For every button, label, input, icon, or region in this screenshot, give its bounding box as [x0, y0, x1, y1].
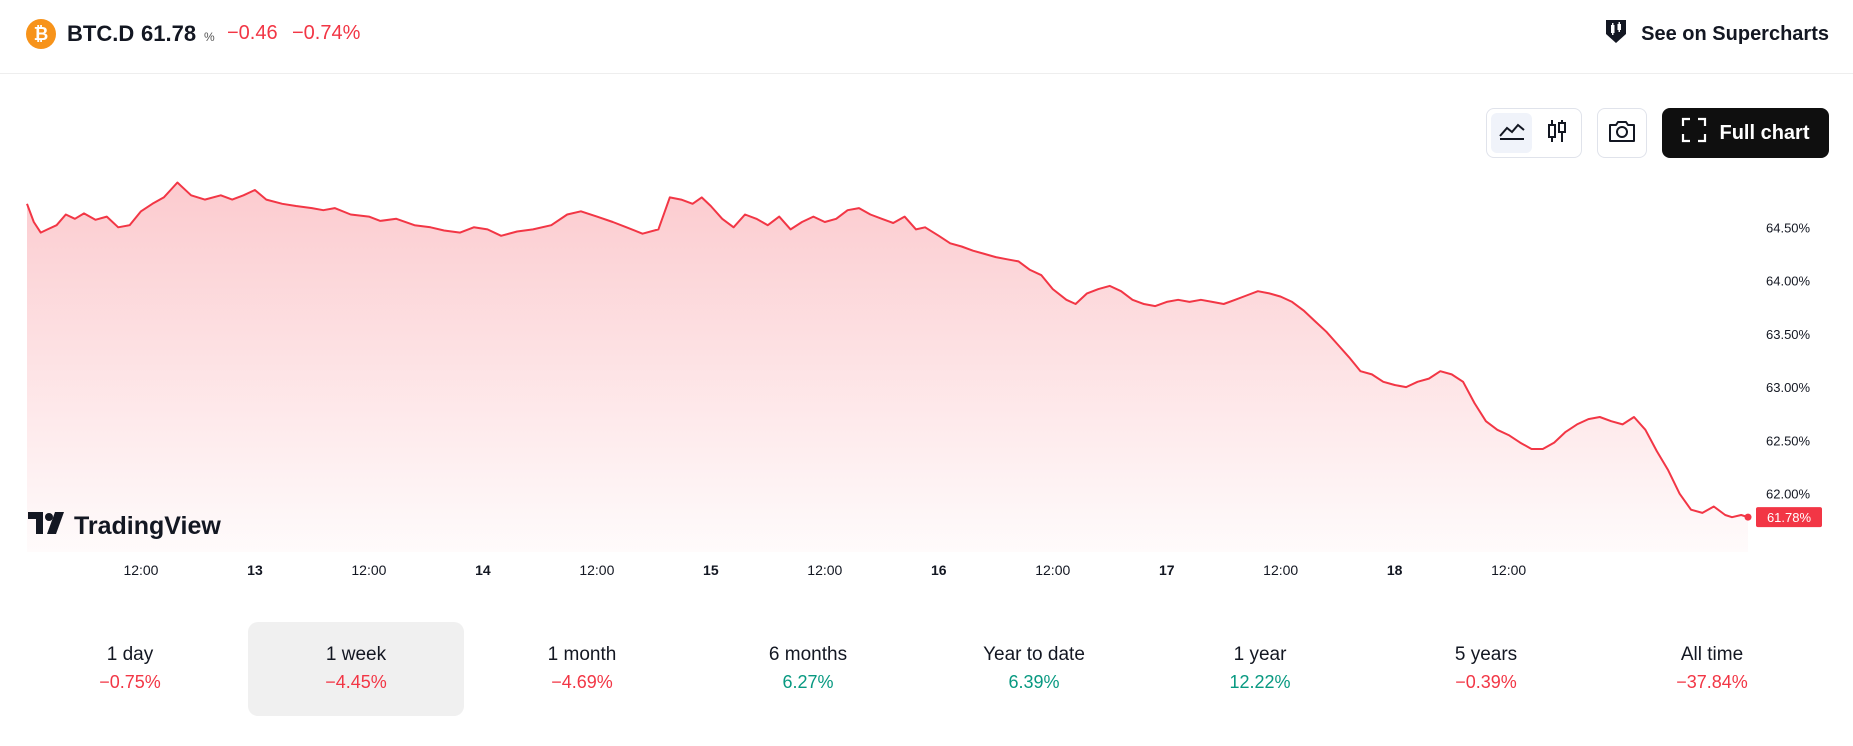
period-change: −4.69%	[551, 672, 613, 692]
symbol-change: −0.46	[227, 22, 278, 44]
period-change: 12.22%	[1229, 672, 1291, 692]
x-tick-label: 12:00	[1263, 562, 1298, 578]
tradingview-logo: TradingView	[28, 512, 221, 541]
last-price-badge	[1756, 507, 1822, 528]
full-chart-button[interactable]: Full chart	[1662, 108, 1829, 158]
period-change: −37.84%	[1676, 672, 1748, 692]
y-tick-label: 62.00%	[1766, 487, 1811, 502]
period-label: 5 years	[1454, 644, 1518, 665]
period-change: −0.39%	[1455, 672, 1517, 692]
y-tick-label: 63.00%	[1766, 380, 1811, 395]
period-label: 1 year	[1233, 644, 1287, 665]
period-6-months[interactable]: 6 months 6.27%	[700, 622, 916, 716]
y-tick-label: 63.50%	[1766, 327, 1811, 342]
symbol-unit: %	[204, 30, 215, 44]
x-tick-label: 14	[475, 562, 491, 578]
y-tick-label: 64.50%	[1766, 220, 1811, 235]
period-label: 1 month	[547, 644, 617, 665]
price-chart[interactable]: 64.50% 64.00% 63.50% 63.00% 62.50% 62.00% 61.7…	[0, 170, 1853, 590]
period-label: All time	[1680, 644, 1744, 665]
time-axis: 12:00 13 12:00 14 12:00 15 12:00 16 12:00 17 12:00…	[123, 562, 1526, 578]
x-tick-label: 12:00	[1491, 562, 1526, 578]
fullscreen-icon	[1681, 117, 1707, 149]
price-line	[26, 181, 1749, 519]
tradingview-logo-text: TradingView	[74, 512, 221, 540]
period-selector: 1 day −0.75% 1 week −4.45% 1 month −4.69% 6 mo…	[22, 622, 1832, 716]
period-change: −4.45%	[325, 672, 387, 692]
candles-style-button[interactable]	[1536, 113, 1577, 153]
period-1-week[interactable]: 1 week −4.45%	[248, 622, 464, 716]
symbol-name[interactable]: BTC.D	[67, 21, 135, 46]
price-axis: 64.50% 64.00% 63.50% 63.00% 62.50% 62.00% 61.7…	[1756, 220, 1822, 528]
period-label: Year to date	[983, 644, 1085, 665]
x-tick-label: 12:00	[1035, 562, 1070, 578]
period-year-to-date[interactable]: Year to date 6.39%	[926, 622, 1142, 716]
period-label: 1 week	[325, 644, 387, 665]
x-tick-label: 13	[247, 562, 263, 578]
area-style-button[interactable]	[1491, 113, 1532, 153]
period-1-day[interactable]: 1 day −0.75%	[22, 622, 238, 716]
x-tick-label: 12:00	[351, 562, 386, 578]
last-price-badge-label: 61.78%	[1767, 510, 1812, 525]
period-1-month[interactable]: 1 month −4.69%	[474, 622, 690, 716]
period-all-time[interactable]: All time −37.84%	[1604, 622, 1820, 716]
period-change: 6.39%	[1008, 672, 1060, 692]
supercharts-label: See on Supercharts	[1641, 22, 1829, 45]
x-tick-label: 12:00	[579, 562, 614, 578]
period-label: 1 day	[106, 644, 154, 665]
supercharts-icon	[1601, 16, 1631, 52]
y-tick-label: 62.50%	[1766, 433, 1811, 448]
snapshot-button[interactable]	[1597, 108, 1647, 158]
see-on-supercharts-button[interactable]: See on Supercharts	[1601, 16, 1829, 52]
chart-style-toggle	[1486, 108, 1582, 158]
symbol-change-percent: −0.74%	[292, 22, 361, 44]
period-change: 6.27%	[782, 672, 834, 692]
period-label: 6 months	[768, 644, 848, 665]
x-tick-label: 18	[1387, 562, 1403, 578]
area-chart-icon	[1498, 120, 1526, 147]
candlestick-icon	[1545, 117, 1569, 150]
bitcoin-icon: ₿	[26, 19, 56, 49]
x-tick-label: 12:00	[123, 562, 158, 578]
camera-icon	[1607, 118, 1637, 149]
x-tick-label: 15	[703, 562, 719, 578]
y-tick-label: 64.00%	[1766, 274, 1811, 289]
price-area-fill	[27, 182, 1748, 552]
period-change: −0.75%	[99, 672, 161, 692]
x-tick-label: 16	[931, 562, 947, 578]
period-1-year[interactable]: 1 year 12.22%	[1152, 622, 1368, 716]
x-tick-label: 17	[1159, 562, 1175, 578]
x-tick-label: 12:00	[807, 562, 842, 578]
last-price-dot	[1744, 513, 1752, 521]
tradingview-logo-icon	[28, 512, 66, 541]
full-chart-label: Full chart	[1719, 121, 1810, 144]
symbol-price: 61.78	[141, 21, 197, 46]
period-5-years[interactable]: 5 years −0.39%	[1378, 622, 1594, 716]
symbol-header: ₿ BTC.D 61.78 % −0.46 −0.74% See on Supe…	[0, 0, 1853, 74]
